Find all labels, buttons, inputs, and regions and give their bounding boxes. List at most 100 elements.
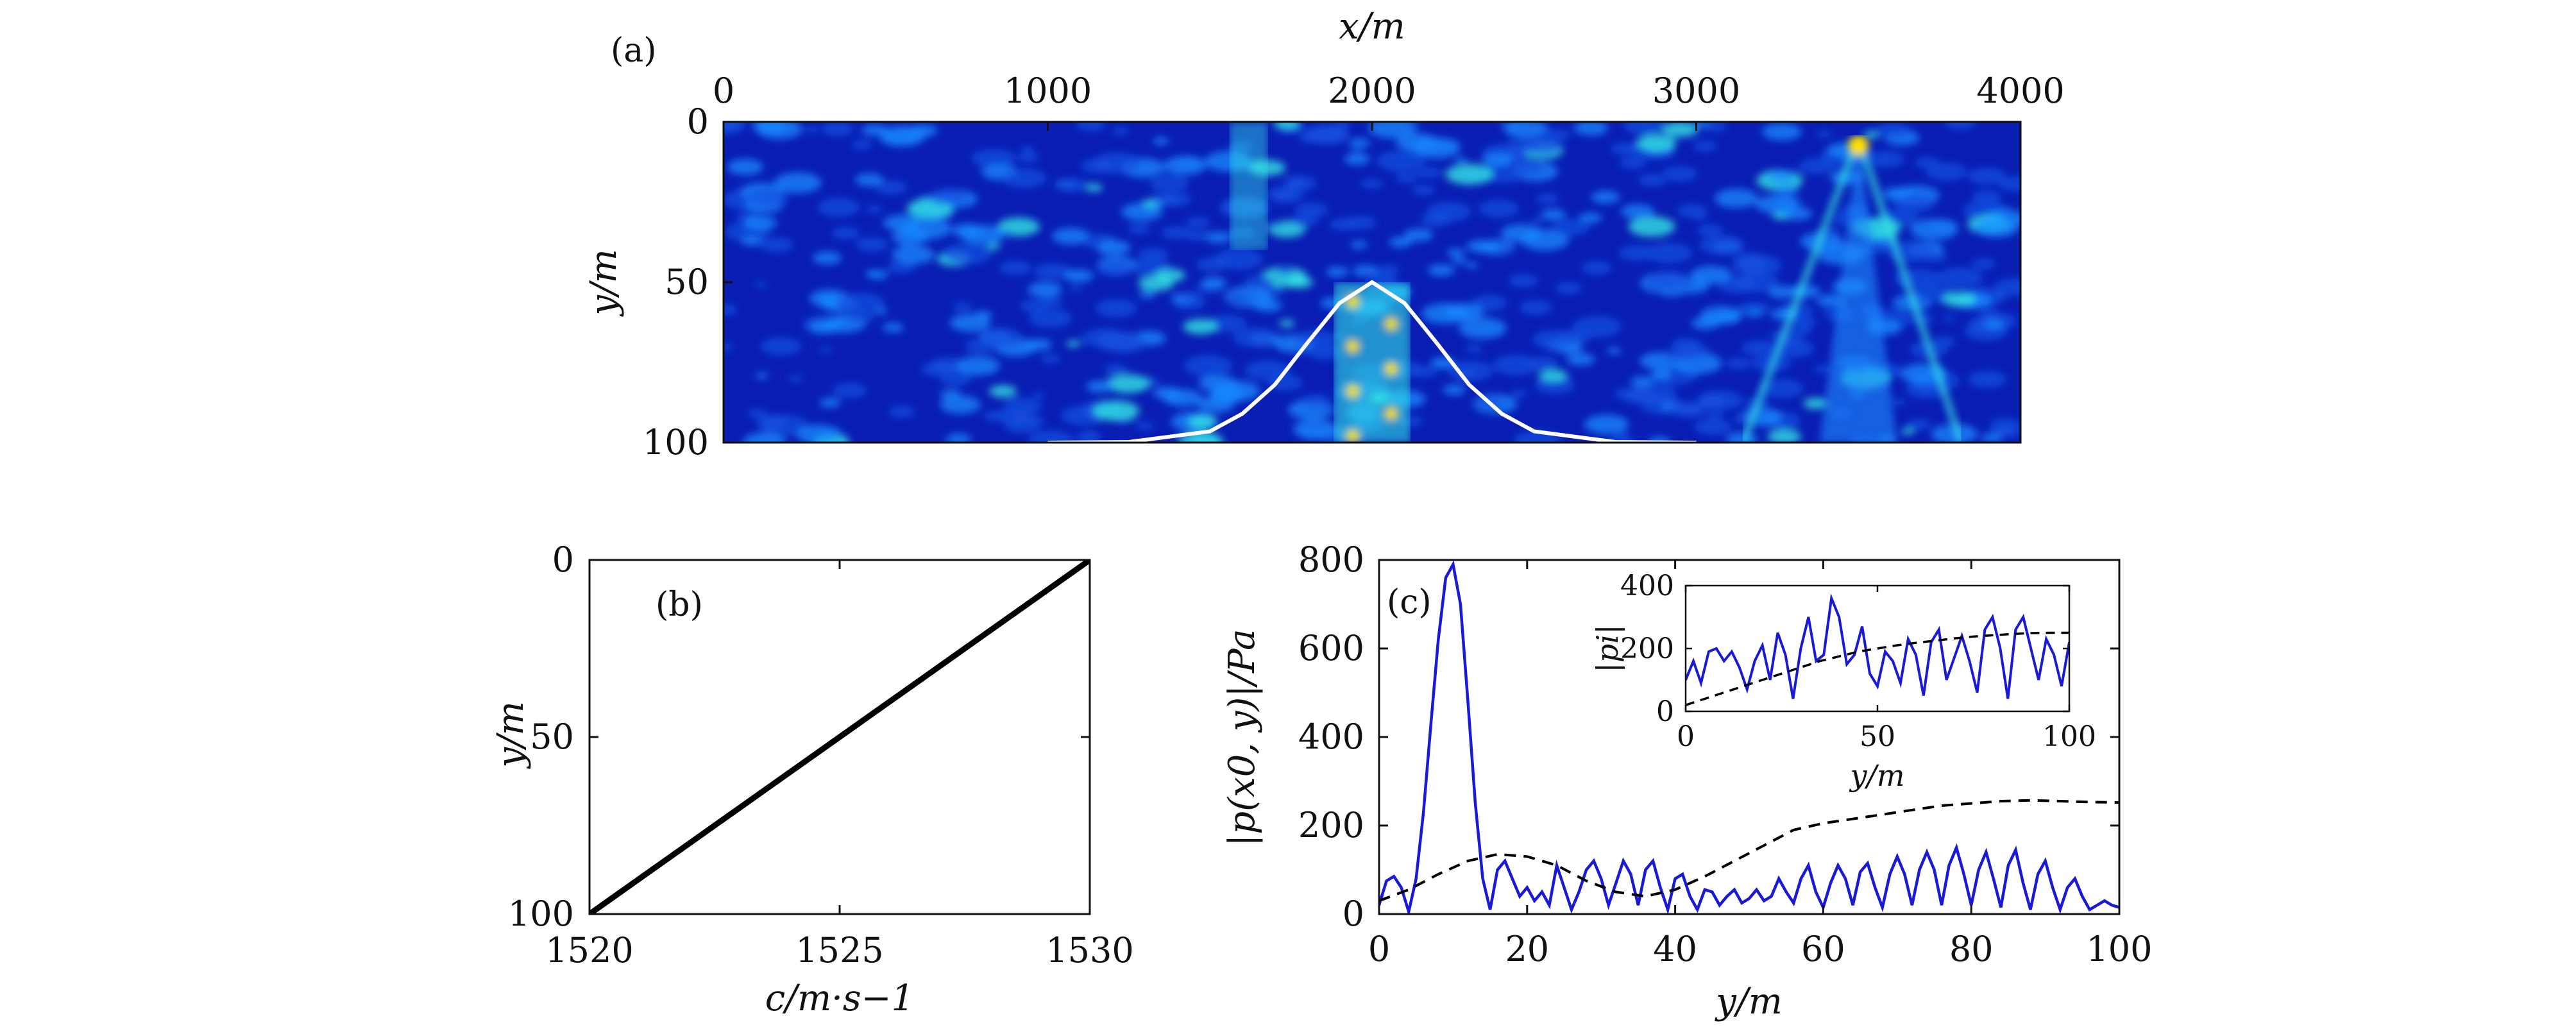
heatmap-blob (979, 328, 1023, 348)
heatmap-blob (1104, 364, 1127, 375)
inset-x-tick-label: 0 (1677, 720, 1695, 753)
heatmap-blob (1214, 380, 1260, 402)
heatmap-blob (1545, 129, 1570, 140)
heatmap-blob (1096, 240, 1131, 255)
heatmap-blob (1762, 123, 1802, 140)
heatmap-x-tick-label: 0 (713, 71, 734, 111)
heatmap-blob (1445, 303, 1484, 321)
heatmap-blob (854, 173, 884, 187)
heatmap-blob (1058, 178, 1089, 192)
heatmap-blob (1645, 271, 1694, 292)
heatmap-blob (819, 297, 841, 307)
heatmap-blob (1500, 224, 1542, 242)
heatmap-blob (1926, 162, 1967, 181)
heatmap-blob (1325, 267, 1349, 277)
amplitude-y-tick-label: 200 (1298, 805, 1364, 845)
heatmap-blob (752, 122, 788, 133)
heatmap-blob (1505, 139, 1538, 154)
sound-speed-profile (589, 560, 1090, 914)
heatmap-blob (1396, 133, 1439, 152)
inset-y-label: |pi| (1590, 624, 1625, 672)
heatmap-blob (1541, 209, 1566, 220)
heatmap-blob (788, 375, 804, 382)
heatmap-blob (1004, 418, 1040, 434)
heatmap-blob (1138, 291, 1156, 298)
amplitude-lines (1379, 560, 2119, 914)
amplitude-x-tick-label: 20 (1505, 929, 1549, 969)
heatmap-blob (1465, 344, 1483, 353)
heatmap-blob (743, 432, 786, 443)
heatmap-blob (1427, 264, 1455, 276)
profile-ticks: 1520 1525 1530 0 50 100 (508, 539, 1134, 970)
heatmap-blob (989, 385, 1017, 398)
heatmap-blob (1519, 300, 1552, 315)
heatmap-blob (1334, 122, 1351, 127)
heatmap-blob (1454, 157, 1468, 163)
heatmap-blob (1936, 267, 1983, 288)
heatmap-blob (1266, 221, 1282, 228)
heatmap-blob (1273, 122, 1300, 130)
heatmap-blob (1112, 127, 1130, 135)
heatmap-blob (1967, 167, 2006, 185)
inset-x-label: y/m (1849, 758, 1904, 793)
heatmap-blob (1691, 317, 1720, 330)
heatmap-blob (1942, 316, 1956, 322)
heatmap-blob (833, 383, 867, 398)
amplitude-ticks: 0 20 40 60 80 100 0 200 400 600 800 (1298, 539, 2153, 969)
heatmap-y-label: y/m (583, 249, 625, 318)
heatmap-blob (1662, 166, 1698, 182)
heatmap-blob (755, 373, 769, 379)
inset-x-tick-label: 100 (2042, 720, 2096, 753)
amplitude-x-tick-label: 60 (1801, 929, 1845, 969)
heatmap-blob (882, 323, 904, 332)
heatmap-blob (774, 172, 822, 194)
heatmap-blob (1767, 170, 1796, 183)
heatmap-blob (1138, 275, 1174, 291)
heatmap-blob (733, 192, 747, 198)
heatmap-blob (1517, 162, 1545, 175)
heatmap-blob (1344, 153, 1371, 165)
inset-x-tick-label: 50 (1860, 720, 1895, 753)
heatmap-blob (1693, 418, 1732, 436)
heatmap-blob (921, 361, 956, 377)
heatmap-field (724, 122, 2021, 443)
heatmap-blob (1029, 309, 1072, 328)
heatmap-blob (1741, 340, 1777, 356)
heatmap-blob (756, 414, 788, 429)
heatmap-blob (1128, 224, 1151, 234)
heatmap-blob (1420, 213, 1452, 227)
heatmap-blob (1726, 358, 1752, 369)
heatmap-blob (1636, 134, 1677, 152)
heatmap-blob (1630, 376, 1654, 387)
amplitude-y-tick-label: 400 (1298, 716, 1364, 757)
heatmap-blob (940, 371, 972, 386)
heatmap-blob (1981, 309, 1999, 318)
heatmap-blob (1466, 240, 1495, 253)
heatmap-blob (1691, 212, 1707, 219)
heatmap-hotspot (1346, 384, 1360, 398)
inset-reference-line (1686, 631, 2069, 706)
amplitude-x-tick-label: 40 (1653, 929, 1697, 969)
heatmap-blob (1915, 296, 1932, 305)
heatmap-blob (861, 124, 888, 136)
heatmap-blob (1775, 185, 1799, 195)
seamount-line (1047, 280, 1697, 443)
heatmap-blob (1162, 192, 1192, 206)
heatmap-blob (1021, 146, 1035, 153)
heatmap-blob (754, 281, 768, 288)
heatmap-blob (1451, 257, 1467, 264)
heatmap-blob (888, 405, 915, 418)
heatmap-blob (987, 243, 1001, 250)
heatmap-blob (1536, 193, 1559, 204)
heatmap-blob (1717, 276, 1756, 293)
heatmap-blob (1694, 122, 1711, 128)
heatmap-blob (1095, 299, 1137, 318)
heatmap-blob (874, 308, 888, 314)
heatmap-blob (1482, 153, 1513, 167)
heatmap-blob (929, 188, 968, 205)
heatmap-blob (892, 245, 935, 264)
sound-speed-line (589, 560, 1090, 914)
heatmap-blob (1034, 263, 1072, 280)
heatmap-blob (1480, 162, 1527, 183)
